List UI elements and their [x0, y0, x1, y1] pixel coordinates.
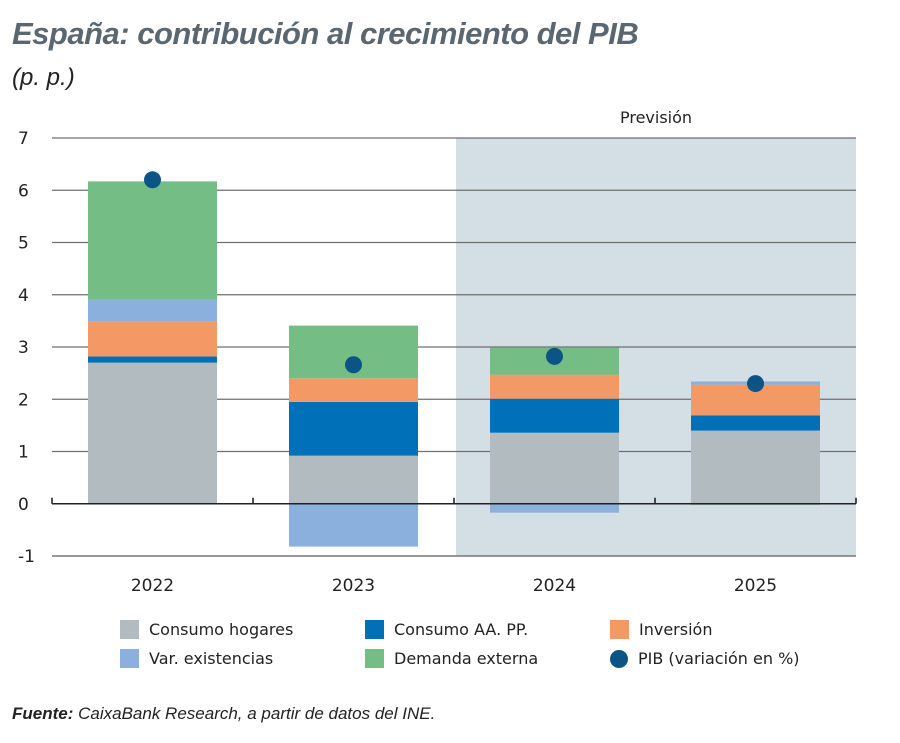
legend-item: Inversión	[610, 620, 850, 639]
y-tick-label: 5	[18, 234, 29, 254]
y-tick-label: 1	[18, 443, 29, 463]
chart-title: España: contribución al crecimiento del …	[12, 16, 639, 51]
pib-point	[345, 356, 362, 374]
bar-segment-inversi-n	[88, 321, 217, 357]
bar-segment-inversi-n	[289, 378, 418, 402]
legend-swatch	[120, 649, 139, 668]
legend-label: Consumo hogares	[149, 620, 294, 639]
bar-segment-var-existencias	[88, 299, 217, 322]
chart-subtitle: (p. p.)	[12, 64, 75, 91]
pib-point	[747, 375, 764, 393]
legend-label: Consumo AA. PP.	[394, 620, 529, 639]
bar-segment-consumo-hogares	[490, 432, 619, 504]
bar-segment-consumo-hogares	[88, 362, 217, 504]
legend-label: Inversión	[639, 620, 713, 639]
legend-swatch	[365, 649, 384, 668]
legend-swatch	[610, 620, 629, 639]
x-tick-label: 2022	[131, 576, 174, 596]
bar-segment-consumo-hogares	[691, 430, 820, 504]
bar-segment-consumo-aa-pp-	[490, 398, 619, 433]
legend-label: PIB (variación en %)	[638, 649, 800, 668]
pib-point	[144, 171, 161, 189]
x-tick-label: 2023	[332, 576, 375, 596]
y-tick-label: 7	[18, 129, 29, 149]
legend-label: Demanda externa	[394, 649, 539, 668]
x-tick-label: 2024	[533, 576, 576, 596]
legend-marker-dot	[610, 649, 628, 668]
bar-segment-consumo-aa-pp-	[88, 356, 217, 363]
legend-item: Consumo hogares	[120, 620, 365, 639]
bar-segment-consumo-hogares	[289, 455, 418, 504]
legend-label: Var. existencias	[149, 649, 274, 668]
y-tick-label: 3	[18, 338, 29, 358]
forecast-label: Previsión	[620, 108, 692, 127]
bar-segment-inversi-n	[490, 374, 619, 399]
bar-segment-consumo-aa-pp-	[289, 401, 418, 456]
legend-item: Consumo AA. PP.	[365, 620, 610, 639]
pib-point	[546, 347, 563, 365]
bar-segment-demanda-externa	[88, 181, 217, 300]
source-label: Fuente:	[12, 704, 74, 723]
y-tick-label: 4	[18, 286, 29, 306]
legend-swatch	[365, 620, 384, 639]
source-text: CaixaBank Research, a partir de datos de…	[73, 704, 436, 723]
legend-item: PIB (variación en %)	[610, 649, 850, 668]
legend-item: Demanda externa	[365, 649, 610, 668]
legend-swatch	[120, 620, 139, 639]
bar-segment-consumo-aa-pp-	[691, 415, 820, 431]
legend: Consumo hogares Consumo AA. PP. Inversión V…	[120, 620, 850, 668]
bar-segment-var-existencias	[289, 503, 418, 547]
source-note: Fuente: CaixaBank Research, a partir de …	[12, 704, 435, 724]
legend-item: Var. existencias	[120, 649, 365, 668]
bar-segment-var-existencias	[490, 503, 619, 513]
y-tick-label: -1	[18, 547, 35, 567]
y-tick-label: 0	[18, 495, 29, 515]
chart-plot: Previsión -1 0 1 2 3 4 5 6 7 2022 2023 2024 2025	[18, 108, 857, 596]
x-tick-label: 2025	[734, 576, 777, 596]
y-tick-label: 2	[18, 390, 29, 410]
y-tick-label: 6	[18, 181, 29, 201]
